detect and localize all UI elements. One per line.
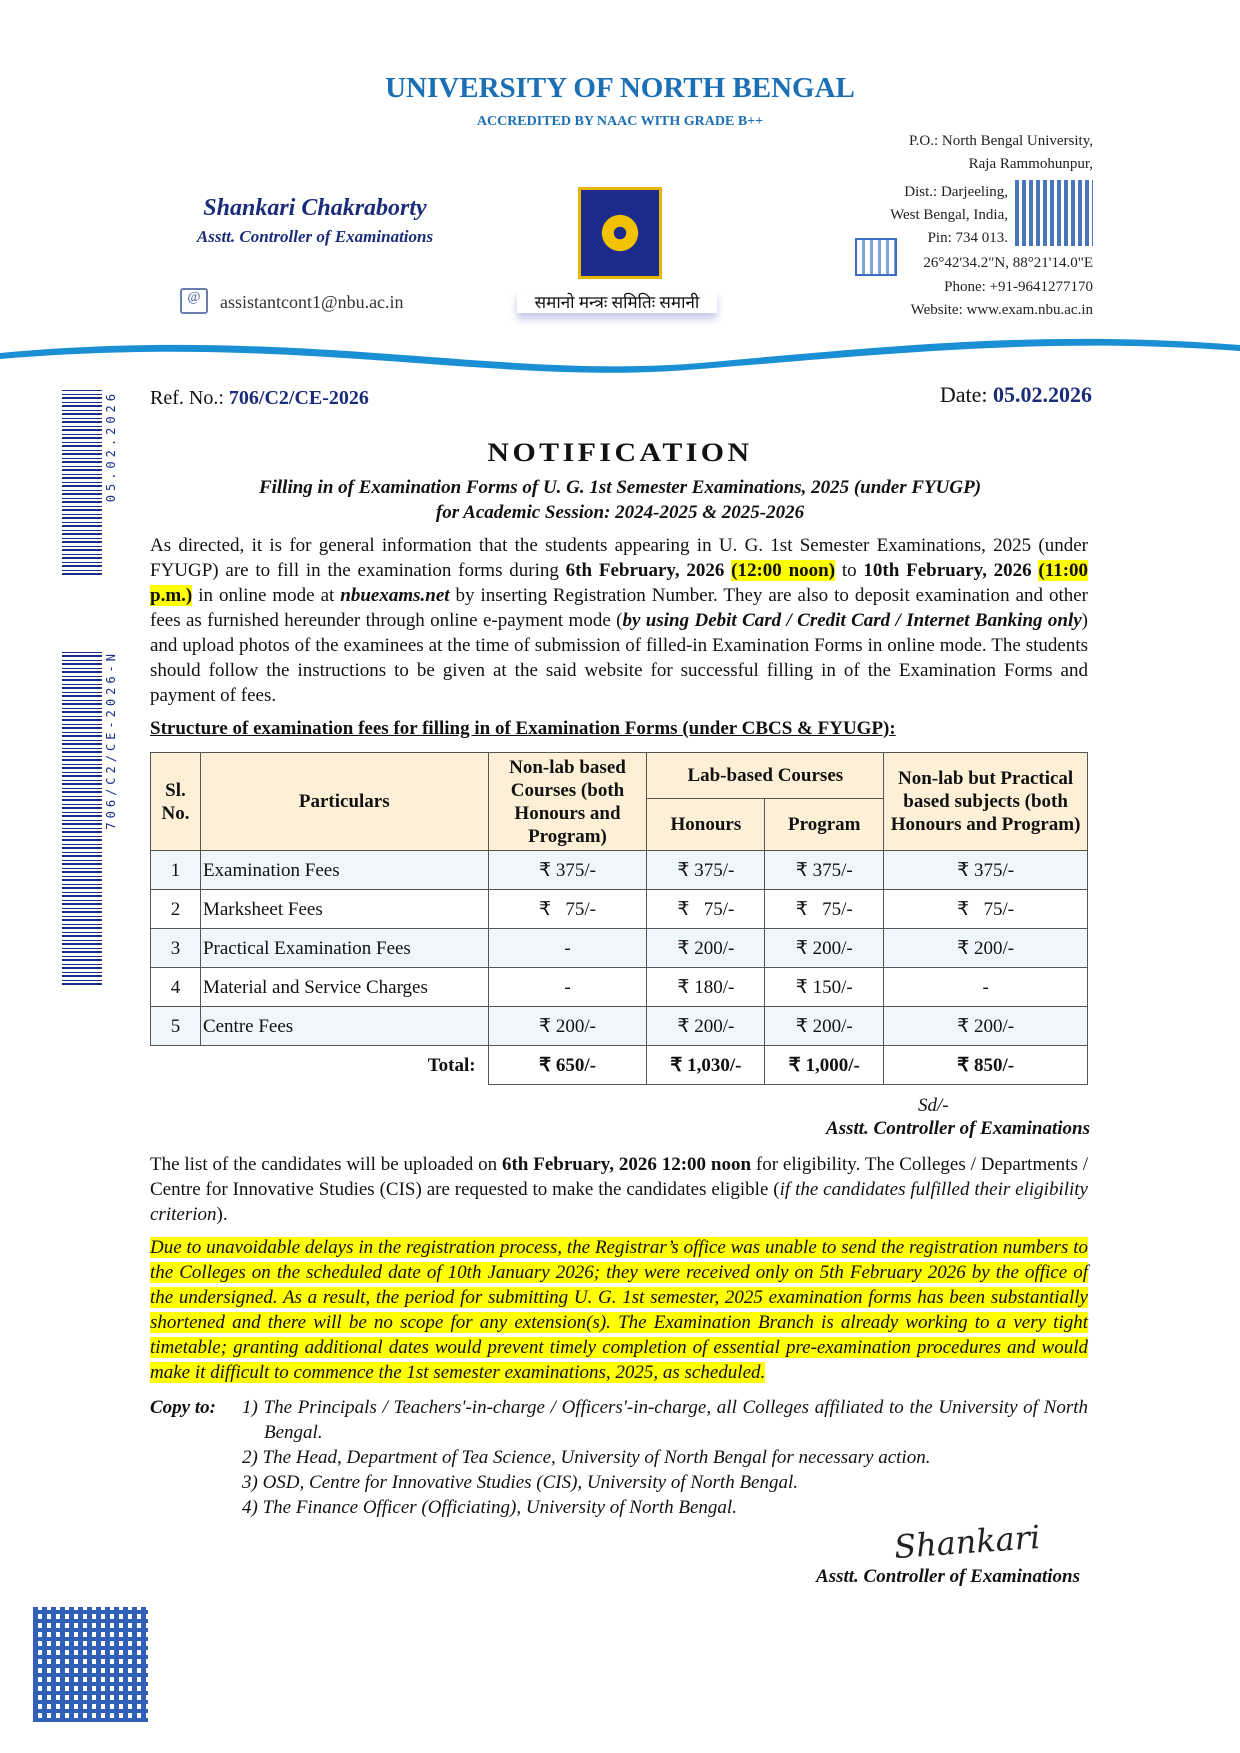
date-value: 05.02.2026 (993, 382, 1092, 407)
header-wave-divider (0, 338, 1240, 373)
eligibility-paragraph: The list of the candidates will be uploa… (150, 1154, 1088, 1225)
fee-table-heading: Structure of examination fees for fillin… (150, 718, 896, 739)
reference-number: Ref. No.: 706/C2/CE-2026 (150, 387, 369, 410)
accreditation: ACCREDITED BY NAAC WITH GRADE B++ (476, 114, 764, 129)
table-row: 5 Centre Fees ₹ 200/- ₹ 200/- ₹ 200/- ₹ 200/- (150, 1006, 1088, 1046)
email-text[interactable]: assistantcont1@nbu.ac.in (220, 292, 404, 312)
header-lab: Lab-based Courses (646, 752, 885, 799)
officer-name: Shankari Chakraborty (203, 195, 427, 221)
lower-content: The list of the candidates will be uploa… (150, 1152, 1088, 1589)
handwritten-signature: Shankari (892, 1517, 1042, 1567)
copy-item: 2) The Head, Department of Tea Science, … (242, 1447, 931, 1468)
address-line: Pin: 734 013. (927, 230, 1008, 246)
header-program: Program (764, 798, 885, 851)
officer-designation: Asstt. Controller of Examinations (196, 227, 434, 246)
copy-item: 1) The Principals / Teachers'-in-charge … (242, 1397, 1088, 1443)
copy-item: 4) The Finance Officer (Officiating), Un… (242, 1497, 737, 1518)
table-row: 2 Marksheet Fees ₹ 75/- ₹ 75/- ₹ 75/- ₹ 75/- (150, 889, 1088, 929)
subtitle-line-2: for Academic Session: 2024-2025 & 2025-2… (435, 502, 805, 523)
date-label: Date: (939, 382, 993, 407)
signatory-1: Asstt. Controller of Examinations (826, 1118, 1090, 1139)
signature-block: Shankari Asstt. Controller of Examinatio… (150, 1518, 1088, 1589)
university-name: UNIVERSITY OF NORTH BENGAL (385, 72, 855, 104)
barcode-ref-text: 706/C2/CE-2026-N (104, 650, 118, 830)
fee-table: Sl. No. Particulars Non-lab based Courses … (150, 752, 1088, 1085)
coordinates: 26°42'34.2"N, 88°21'14.0"E (923, 255, 1093, 271)
exam-website-link[interactable]: nbuexams.net (340, 585, 450, 606)
ref-label: Ref. No.: (150, 387, 229, 409)
header-particulars: Particulars (199, 752, 489, 851)
university-logo (578, 187, 662, 279)
total-row: Total: ₹ 650/- ₹ 1,030/- ₹ 1,000/- ₹ 850/- (151, 1045, 1088, 1085)
date: Date: 05.02.2026 (940, 382, 1092, 408)
address-line: P.O.: North Bengal University, (908, 133, 1093, 149)
address-line: Raja Rammohunpur, (968, 156, 1093, 172)
subtitle-line-1: Filling in of Examination Forms of U. G.… (258, 477, 982, 498)
table-row: 3 Practical Examination Fees - ₹ 200/- ₹ 200… (150, 928, 1088, 968)
qr-code-icon (1015, 180, 1093, 246)
delay-notice-paragraph: Due to unavoidable delays in the registr… (150, 1237, 1088, 1383)
address-line: Dist.: Darjeeling, (904, 184, 1008, 200)
header-practical: Non-lab but Practical based subjects (bo… (883, 752, 1088, 851)
barcode-ref (62, 650, 102, 985)
notification-title: NOTIFICATION (487, 438, 753, 467)
website[interactable]: Website: www.exam.nbu.ac.in (910, 302, 1093, 318)
header-sl: Sl. No. (150, 752, 201, 851)
table-row: 1 Examination Fees ₹ 375/- ₹ 375/- ₹ 375/- ₹ … (150, 850, 1088, 890)
barcode-date (62, 390, 102, 575)
copy-to-label: Copy to: (150, 1397, 216, 1418)
building-location-icon (855, 238, 897, 276)
copy-item: 3) OSD, Centre for Innovative Studies (C… (242, 1472, 799, 1493)
ref-value: 706/C2/CE-2026 (228, 387, 369, 409)
motto: समानो मन्त्रः समितिः समानी (517, 290, 717, 313)
qr-code-icon (33, 1607, 148, 1722)
sd-mark: Sd/- (918, 1095, 949, 1116)
copy-to-section: Copy to: 1) The Principals / Teachers'-i… (150, 1395, 1088, 1520)
email-icon: @ (180, 288, 208, 314)
address-line: West Bengal, India, (890, 207, 1008, 223)
table-row: 4 Material and Service Charges - ₹ 180/- ₹ 1… (150, 967, 1088, 1007)
main-paragraph: As directed, it is for general informati… (150, 535, 1089, 706)
email: assistantcont1@nbu.ac.in (180, 292, 404, 313)
header-honours: Honours (646, 798, 766, 851)
phone: Phone: +91-9641277170 (944, 279, 1093, 295)
signatory-2: Asstt. Controller of Examinations (816, 1566, 1080, 1587)
header-nonlab: Non-lab based Courses (both Honours and … (487, 752, 648, 851)
